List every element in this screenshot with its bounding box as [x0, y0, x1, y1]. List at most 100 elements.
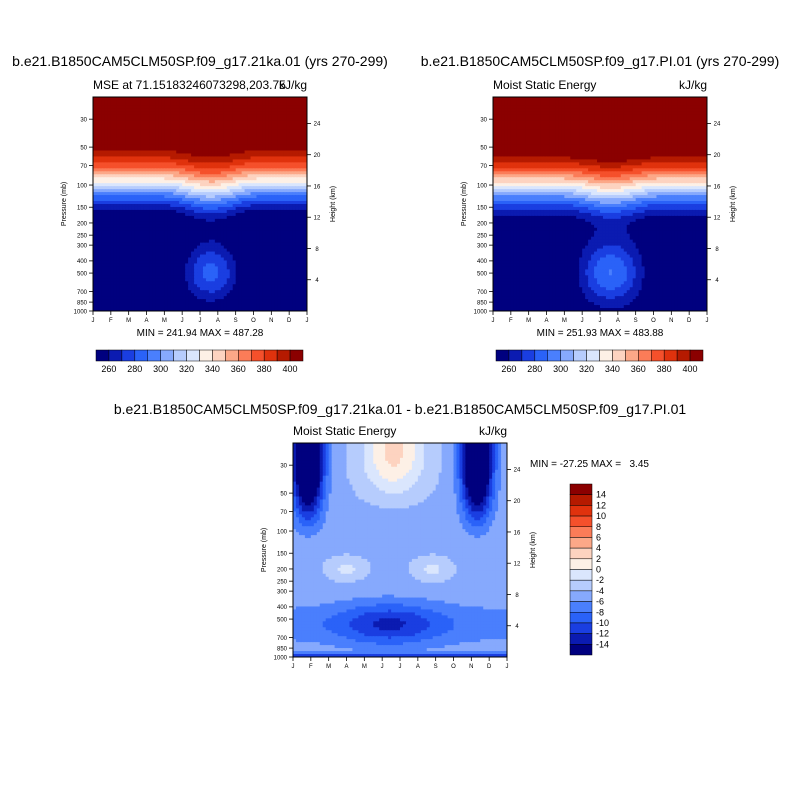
field-cell: [289, 165, 293, 169]
field-cell: [161, 120, 165, 125]
field-cell: [226, 111, 231, 116]
field-cell: [146, 135, 151, 140]
field-cell: [244, 299, 249, 303]
field-cell: [164, 281, 168, 285]
field-cell: [289, 233, 293, 238]
field-cell: [277, 254, 281, 259]
field-cell: [155, 251, 159, 256]
field-cell: [292, 174, 296, 178]
field-cell: [211, 201, 216, 205]
field-cell: [176, 129, 180, 134]
field-cell: [137, 99, 142, 104]
field-cell: [155, 302, 159, 306]
field-cell: [191, 245, 195, 250]
field-cell: [194, 266, 198, 270]
field-cell: [217, 287, 222, 291]
field-cell: [188, 132, 192, 137]
field-cell: [98, 132, 103, 137]
field-cell: [253, 239, 258, 244]
field-cell: [256, 111, 261, 116]
field-cell: [113, 168, 118, 172]
field-cell: [176, 195, 180, 199]
field-cell: [152, 245, 157, 250]
field-cell: [214, 299, 219, 303]
field-cell: [140, 144, 145, 149]
field-cell: [202, 227, 207, 232]
field-cell: [101, 263, 106, 268]
field-cell: [256, 257, 261, 262]
field-cell: [113, 135, 118, 140]
field-cell: [191, 171, 195, 175]
field-cell: [173, 183, 177, 187]
field-cell: [170, 236, 174, 241]
field-cell: [223, 239, 228, 244]
field-cell: [158, 99, 162, 104]
field-cell: [223, 195, 228, 199]
field-cell: [131, 150, 136, 155]
field-cell: [176, 278, 180, 282]
field-cell: [247, 141, 252, 146]
field-cell: [238, 254, 243, 259]
field-cell: [113, 209, 118, 214]
field-cell: [265, 221, 269, 226]
field-cell: [244, 275, 249, 279]
field-cell: [101, 138, 106, 143]
field-cell: [95, 195, 100, 199]
field-cell: [214, 263, 219, 268]
field-cell: [268, 284, 272, 288]
field-cell: [301, 221, 305, 226]
field-cell: [131, 192, 136, 196]
field-cell: [149, 299, 154, 303]
field-cell: [200, 111, 204, 116]
field-cell: [125, 260, 130, 265]
field-cell: [158, 263, 162, 268]
field-cell: [235, 215, 240, 220]
field-cell: [155, 215, 159, 220]
field-cell: [271, 215, 275, 220]
field-cell: [229, 278, 234, 282]
field-cell: [107, 251, 112, 256]
field-cell: [301, 156, 305, 161]
field-cell: [244, 186, 249, 190]
field-cell: [217, 138, 222, 143]
field-cell: [170, 156, 174, 161]
field-cell: [125, 302, 130, 306]
field-cell: [295, 278, 299, 282]
field-cell: [173, 198, 177, 202]
field-cell: [223, 206, 228, 211]
field-cell: [289, 156, 293, 161]
field-cell: [262, 263, 266, 268]
field-cell: [134, 293, 139, 297]
field-cell: [194, 189, 198, 193]
field-cell: [200, 141, 204, 146]
field-cell: [185, 120, 189, 125]
field-cell: [292, 257, 296, 262]
field-cell: [93, 302, 97, 306]
field-cell: [140, 120, 145, 125]
field-cell: [185, 239, 189, 244]
field-cell: [223, 251, 228, 256]
field-cell: [134, 138, 139, 143]
field-cell: [205, 236, 210, 241]
field-cell: [152, 177, 157, 181]
field-cell: [304, 201, 307, 205]
field-cell: [217, 192, 222, 196]
field-cell: [241, 120, 246, 125]
field-cell: [295, 239, 299, 244]
field-cell: [265, 236, 269, 241]
field-cell: [292, 132, 296, 137]
field-cell: [200, 224, 204, 229]
field-cell: [179, 248, 183, 253]
field-cell: [271, 171, 275, 175]
field-cell: [286, 186, 290, 190]
field-cell: [265, 141, 269, 146]
field-cell: [232, 233, 237, 238]
field-cell: [280, 180, 284, 184]
field-cell: [304, 239, 307, 244]
field-cell: [289, 254, 293, 259]
field-cell: [107, 147, 112, 152]
field-cell: [137, 224, 142, 229]
field-cell: [146, 123, 151, 128]
field-cell: [125, 174, 130, 178]
field-cell: [122, 239, 127, 244]
